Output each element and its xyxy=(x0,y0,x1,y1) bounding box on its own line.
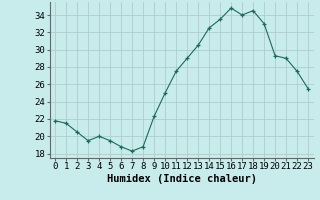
X-axis label: Humidex (Indice chaleur): Humidex (Indice chaleur) xyxy=(107,174,257,184)
